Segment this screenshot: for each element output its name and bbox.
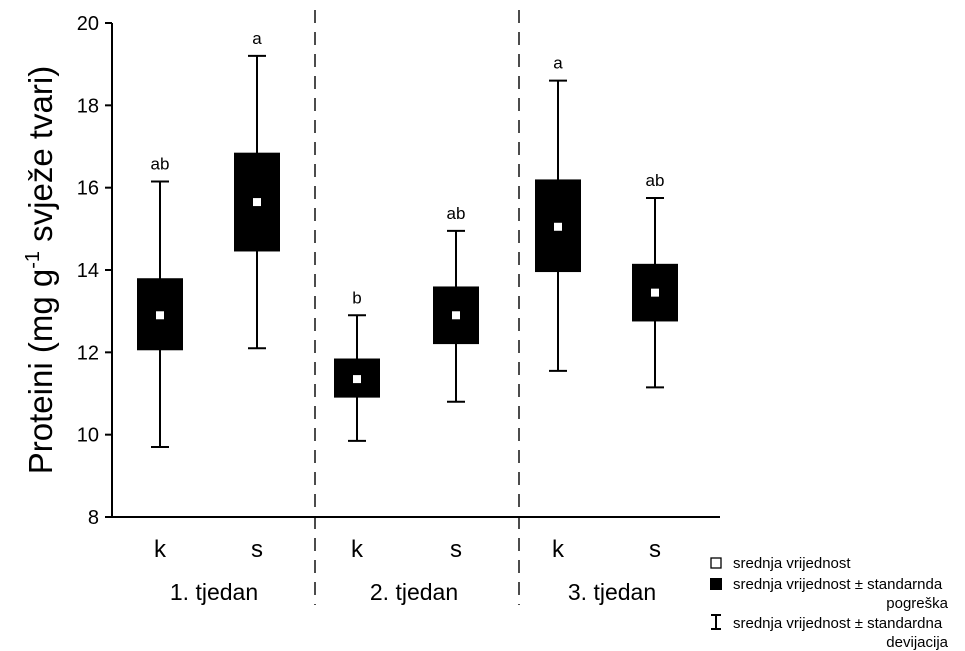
group-label: 3. tjedan — [568, 579, 656, 605]
y-tick-label: 18 — [77, 95, 99, 117]
y-tick-label: 8 — [88, 507, 99, 529]
legend-item: srednja vrijednost ± standarnda pogreška — [710, 576, 949, 612]
significance-label: b — [352, 288, 361, 307]
mean-marker — [156, 311, 164, 320]
significance-label: ab — [646, 171, 665, 190]
legend-label: srednja vrijednost ± standardna — [733, 615, 943, 632]
group-separators — [314, 10, 520, 605]
legend-label-continued: devijacija — [886, 634, 948, 651]
legend-se-icon — [710, 578, 722, 590]
y-tick-label: 14 — [77, 260, 99, 282]
y-tick-label: 16 — [77, 178, 99, 200]
y-tick-label: 10 — [77, 425, 99, 447]
category-label: s — [649, 536, 661, 563]
box-1-tjedan-s: a — [234, 29, 280, 350]
category-label: k — [154, 536, 167, 563]
category-label: k — [552, 536, 565, 563]
mean-marker — [353, 375, 361, 384]
box-3-tjedan-k: a — [535, 54, 581, 372]
group-label: 2. tjedan — [370, 579, 458, 605]
box-2-tjedan-k: b — [334, 288, 380, 442]
legend-label: srednja vrijednost — [733, 555, 851, 572]
box-2-tjedan-s: ab — [433, 204, 479, 403]
legend-mean-icon — [710, 557, 722, 569]
significance-label: ab — [447, 204, 466, 223]
mean-marker — [452, 311, 460, 320]
legend-label-continued: pogreška — [886, 595, 948, 612]
mean-marker — [253, 198, 261, 207]
mean-marker — [651, 288, 659, 297]
y-axis-label: Proteini (mg g-1 svježe tvari) — [22, 66, 59, 474]
significance-label: a — [252, 29, 262, 48]
box-1-tjedan-k: ab — [137, 154, 183, 449]
y-tick-label: 12 — [77, 342, 99, 364]
y-tick-label: 20 — [77, 13, 99, 35]
y-axis-title: Proteini (mg g-1 svježe tvari) — [22, 66, 59, 474]
category-label: s — [251, 536, 263, 563]
box-3-tjedan-s: ab — [632, 171, 678, 389]
significance-label: ab — [151, 154, 170, 173]
legend: srednja vrijednost srednja vrijednost ± s… — [710, 555, 949, 651]
legend-item: srednja vrijednost ± standardna devijacij… — [711, 614, 949, 651]
axes: 8 10 12 14 16 18 20 — [77, 13, 720, 529]
mean-marker — [554, 222, 562, 231]
legend-item: srednja vrijednost — [710, 555, 851, 572]
significance-label: a — [553, 54, 563, 73]
group-label: 1. tjedan — [170, 579, 258, 605]
legend-label: srednja vrijednost ± standarnda — [733, 576, 943, 593]
category-label: k — [351, 536, 364, 563]
category-label: s — [450, 536, 462, 563]
